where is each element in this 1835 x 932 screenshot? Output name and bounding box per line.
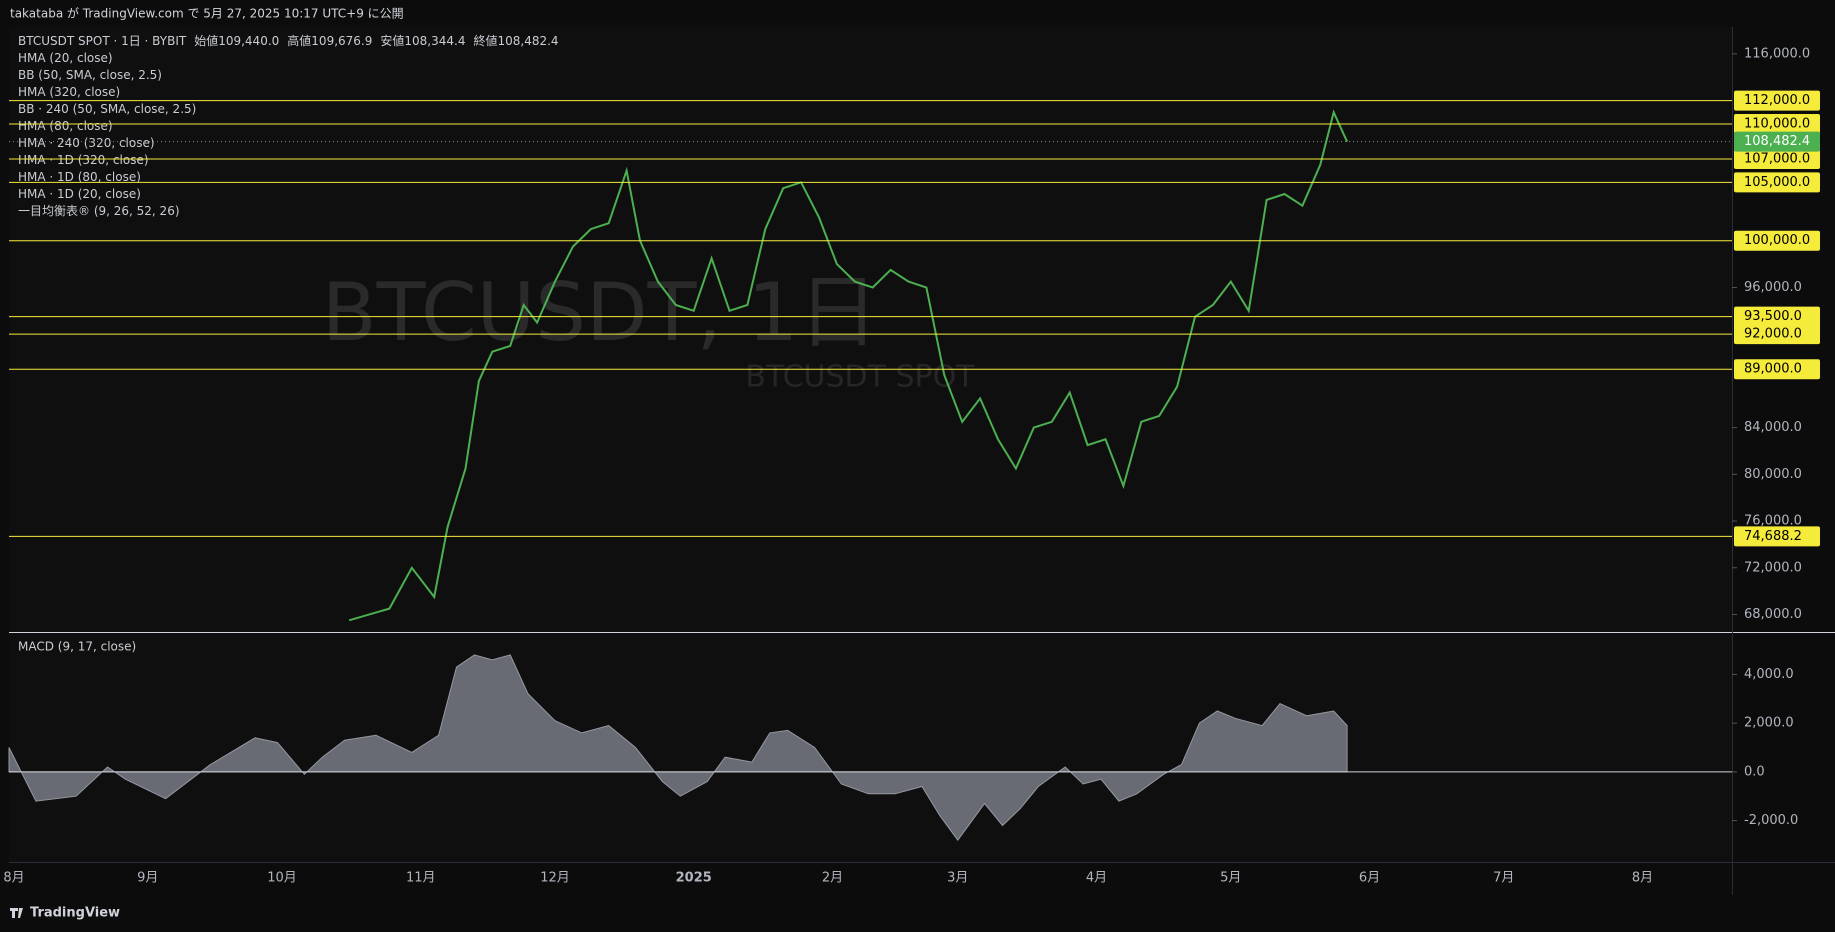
- indicator-legend: HMA · 1D (320, close): [18, 153, 149, 167]
- level-label-box: [1734, 172, 1820, 193]
- indicator-legend: HMA (320, close): [18, 85, 120, 99]
- indicator-legend: 一目均衡表® (9, 26, 52, 26): [18, 204, 180, 218]
- time-tick-label: 2月: [822, 871, 843, 886]
- ohlc-value: 108,344.4: [404, 34, 465, 48]
- current-price-label: 108,482.4: [1744, 134, 1810, 149]
- time-tick-label: 7月: [1493, 871, 1514, 886]
- watermark: BTCUSDT, 1日: [322, 266, 878, 359]
- watermark-sub: BTCUSDT SPOT: [745, 360, 975, 395]
- macd-title: MACD (9, 17, close): [18, 640, 136, 654]
- indicator-legend: HMA (80, close): [18, 119, 113, 133]
- price-tick-label: 80,000.0: [1744, 467, 1802, 482]
- level-label: 74,688.2: [1744, 529, 1802, 544]
- time-tick-label: 8月: [3, 871, 24, 886]
- time-tick-label: 11月: [406, 871, 436, 886]
- level-label-box: [1734, 230, 1820, 251]
- level-label-box: [1734, 90, 1820, 111]
- level-label-box: [1734, 306, 1820, 327]
- macd-tick-label: 4,000.0: [1744, 667, 1794, 682]
- time-tick-label: 9月: [137, 871, 158, 886]
- ohlc-label: 終値: [473, 33, 497, 48]
- price-tick-label: 84,000.0: [1744, 420, 1802, 435]
- time-tick-label: 4月: [1086, 871, 1107, 886]
- time-tick-label: 2025: [676, 871, 712, 886]
- price-tick-label: 96,000.0: [1744, 280, 1802, 295]
- time-tick-label: 8月: [1632, 871, 1653, 886]
- time-tick-label: 10月: [267, 871, 297, 886]
- price-pane: [9, 27, 1732, 632]
- indicator-legend: BB (50, SMA, close, 2.5): [18, 68, 162, 82]
- ohlc-label: 安値: [380, 33, 404, 48]
- macd-tick-label: 0.0: [1744, 764, 1765, 779]
- level-label: 93,500.0: [1744, 309, 1802, 324]
- macd-tick-label: 2,000.0: [1744, 716, 1794, 731]
- indicator-legend: HMA · 240 (320, close): [18, 136, 155, 150]
- ohlc-label: 高値: [287, 33, 311, 48]
- level-label: 100,000.0: [1744, 233, 1810, 248]
- level-label: 110,000.0: [1744, 116, 1810, 131]
- indicator-legend: BB · 240 (50, SMA, close, 2.5): [18, 102, 196, 116]
- price-tick-label: 76,000.0: [1744, 514, 1802, 529]
- price-tick-label: 72,000.0: [1744, 560, 1802, 575]
- symbol-line: BTCUSDT SPOT · 1日 · BYBIT 始値109,440.0 高値10…: [18, 33, 559, 48]
- price-tick-label: 116,000.0: [1744, 46, 1810, 61]
- level-label: 105,000.0: [1744, 175, 1810, 190]
- macd-area: [8, 654, 1348, 841]
- ohlc-label: 始値: [194, 33, 218, 48]
- price-tick-label: 68,000.0: [1744, 607, 1802, 622]
- level-label-box: [1734, 324, 1820, 345]
- publish-info: takataba が TradingView.com で 5月 27, 2025…: [10, 6, 404, 21]
- level-label-box: [1734, 113, 1820, 134]
- ohlc-value: 109,440.0: [218, 34, 279, 48]
- level-label-box: [1734, 526, 1820, 547]
- price-line: [348, 109, 1349, 622]
- level-label: 112,000.0: [1744, 93, 1810, 108]
- indicator-legend: HMA · 1D (20, close): [18, 187, 141, 201]
- ohlc-value: 109,676.9: [311, 34, 372, 48]
- footer-brand[interactable]: TradingView: [30, 906, 120, 921]
- level-label-box: [1734, 148, 1820, 169]
- time-tick-label: 5月: [1220, 871, 1241, 886]
- ohlc-value: 108,482.4: [497, 34, 558, 48]
- indicator-legend: HMA (20, close): [18, 51, 113, 65]
- macd-pane: [9, 633, 1732, 862]
- level-label: 89,000.0: [1744, 362, 1802, 377]
- level-label-box: [1734, 359, 1820, 380]
- level-label: 107,000.0: [1744, 151, 1810, 166]
- time-tick-label: 3月: [947, 871, 968, 886]
- indicator-legend: HMA · 1D (80, close): [18, 170, 141, 184]
- symbol: BTCUSDT SPOT · 1日 · BYBIT: [18, 34, 187, 48]
- footer-logo[interactable]: [10, 908, 23, 918]
- time-tick-label: 12月: [540, 871, 570, 886]
- time-tick-label: 6月: [1359, 871, 1380, 886]
- current-price-box: [1734, 131, 1820, 152]
- level-label: 92,000.0: [1744, 327, 1802, 342]
- macd-tick-label: -2,000.0: [1744, 813, 1798, 828]
